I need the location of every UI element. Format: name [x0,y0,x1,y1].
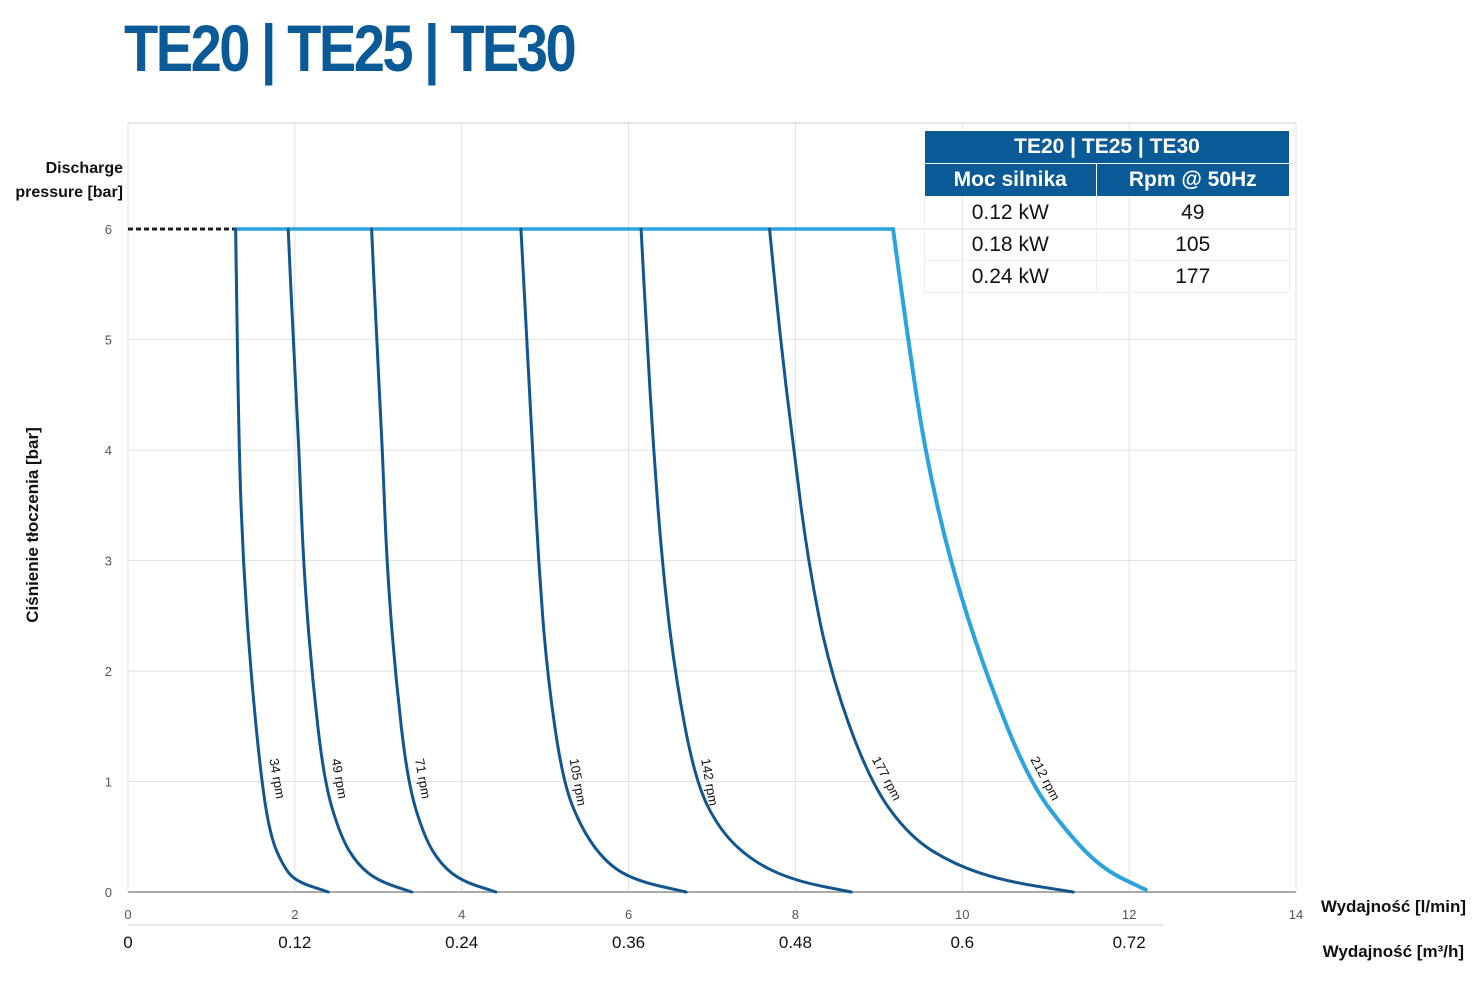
table-title: TE20 | TE25 | TE30 [924,130,1290,164]
table-header: Rpm @ 50Hz [1095,163,1290,197]
table-row: 0.18 kW 105 [924,228,1290,261]
curve-105-rpm [519,227,688,894]
curve-142-rpm [639,227,853,894]
x2-tick-label: 0.72 [1113,933,1146,952]
x-axis-label-2: Wydajność [m³/h] [1323,942,1464,961]
curve-34-rpm [234,227,330,894]
table-cell: 177 [1095,260,1290,293]
x-tick-label: 0 [124,907,131,922]
y-axis-top-label: pressure [bar] [15,184,123,201]
table-cell: 0.24 kW [924,260,1097,293]
curve-label: 142 rpm [698,757,721,807]
x-tick-label: 14 [1289,907,1303,922]
table-cell: 0.12 kW [924,196,1097,229]
curve-71-rpm [370,227,498,894]
x2-tick-label: 0.24 [445,933,478,952]
x-tick-label: 4 [458,907,465,922]
curve-label: 71 rpm [412,757,434,799]
table-header: Moc silnika [924,163,1097,197]
curve-label: 34 rpm [266,757,288,799]
table-cell: 0.18 kW [924,228,1097,261]
table-row: 0.24 kW 177 [924,260,1290,293]
x-tick-label: 8 [792,907,799,922]
y-tick-label: 6 [105,222,112,237]
curve-label: 49 rpm [329,757,351,799]
curve-177-rpm [768,227,1075,894]
y-tick-label: 1 [105,775,112,790]
x-tick-label: 12 [1122,907,1136,922]
x2-tick-label: 0.48 [779,933,812,952]
table-cell: 49 [1095,196,1290,229]
x2-tick-label: 0.36 [612,933,645,952]
y-tick-label: 2 [105,664,112,679]
x-tick-label: 6 [625,907,632,922]
curve-49-rpm [286,227,414,894]
motor-table: TE20 | TE25 | TE30 Moc silnika Rpm @ 50Hz… [924,130,1290,293]
y-axis-top-label: Discharge [46,160,123,177]
x-axis-label: Wydajność [l/min] [1321,897,1466,916]
x2-tick-label: 0.6 [950,933,974,952]
page-title: TE20 | TE25 | TE30 [124,11,577,85]
table-cell: 105 [1095,228,1290,261]
curve-212-rpm [891,227,1148,892]
y-tick-label: 5 [105,333,112,348]
y-axis-label: Ciśnienie tłoczenia [bar] [23,427,42,623]
x2-tick-label: 0 [123,933,132,952]
table-row: 0.12 kW 49 [924,196,1290,229]
x-tick-label: 10 [955,907,969,922]
y-tick-label: 3 [105,554,112,569]
curve-label: 177 rpm [869,754,905,803]
x-tick-label: 2 [291,907,298,922]
y-tick-label: 0 [105,885,112,900]
y-tick-label: 4 [105,443,112,458]
x2-tick-label: 0.12 [278,933,311,952]
